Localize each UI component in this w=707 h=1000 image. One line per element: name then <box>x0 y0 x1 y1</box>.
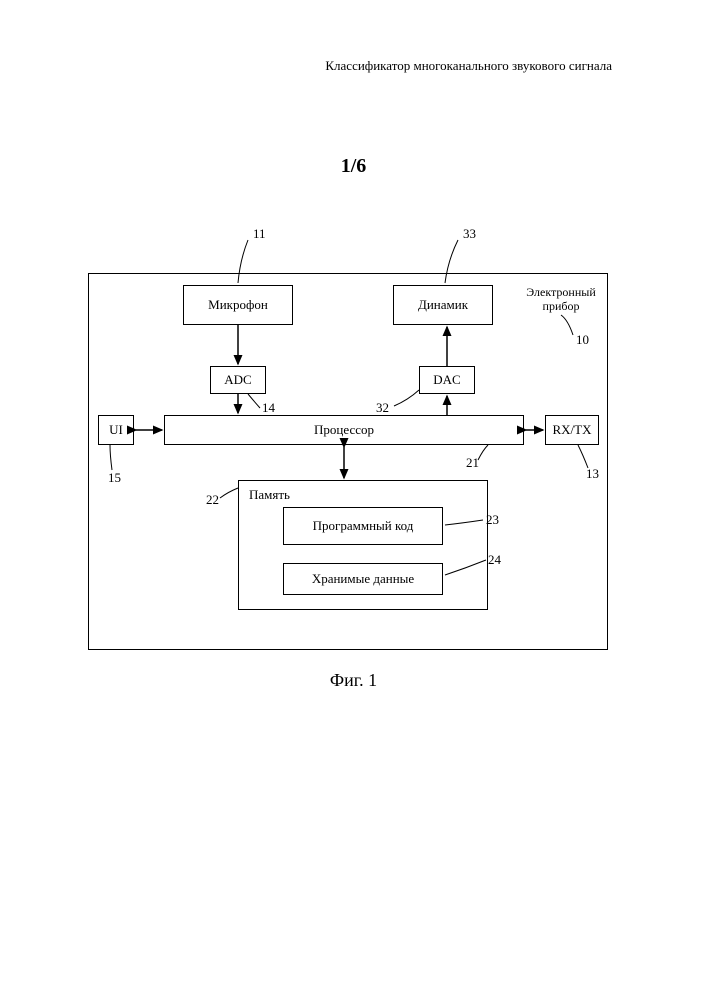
cpu-block: Процессор <box>164 415 524 445</box>
ui-block: UI <box>98 415 134 445</box>
dac-block: DAC <box>419 366 475 394</box>
speaker-label: Динамик <box>418 297 468 313</box>
ref-33: 33 <box>463 226 476 242</box>
page-header: Классификатор многоканального звукового … <box>325 58 612 74</box>
dac-label: DAC <box>433 372 460 388</box>
microphone-label: Микрофон <box>208 297 268 313</box>
data-block: Хранимые данные <box>283 563 443 595</box>
code-label: Программный код <box>313 518 414 534</box>
speaker-block: Динамик <box>393 285 493 325</box>
ref-11: 11 <box>253 226 266 242</box>
figure-caption: Фиг. 1 <box>330 670 377 691</box>
memory-label: Память <box>249 487 290 503</box>
adc-block: ADC <box>210 366 266 394</box>
data-label: Хранимые данные <box>312 571 414 587</box>
code-block: Программный код <box>283 507 443 545</box>
ui-label: UI <box>109 422 123 438</box>
adc-label: ADC <box>224 372 251 388</box>
microphone-block: Микрофон <box>183 285 293 325</box>
ref-21: 21 <box>466 455 479 471</box>
rxtx-label: RX/TX <box>553 422 592 438</box>
ref-24: 24 <box>488 552 501 568</box>
diagram: Микрофон Динамик ADC DAC UI Процессор RX… <box>88 220 616 650</box>
ref-22: 22 <box>206 492 219 508</box>
cpu-label: Процессор <box>314 422 374 438</box>
page-number: 1/6 <box>341 155 367 178</box>
rxtx-block: RX/TX <box>545 415 599 445</box>
ref-13: 13 <box>586 466 599 482</box>
ref-10: 10 <box>576 332 589 348</box>
ref-32: 32 <box>376 400 389 416</box>
ref-14: 14 <box>262 400 275 416</box>
ref-15: 15 <box>108 470 121 486</box>
device-label: Электронный прибор <box>516 286 606 314</box>
ref-23: 23 <box>486 512 499 528</box>
